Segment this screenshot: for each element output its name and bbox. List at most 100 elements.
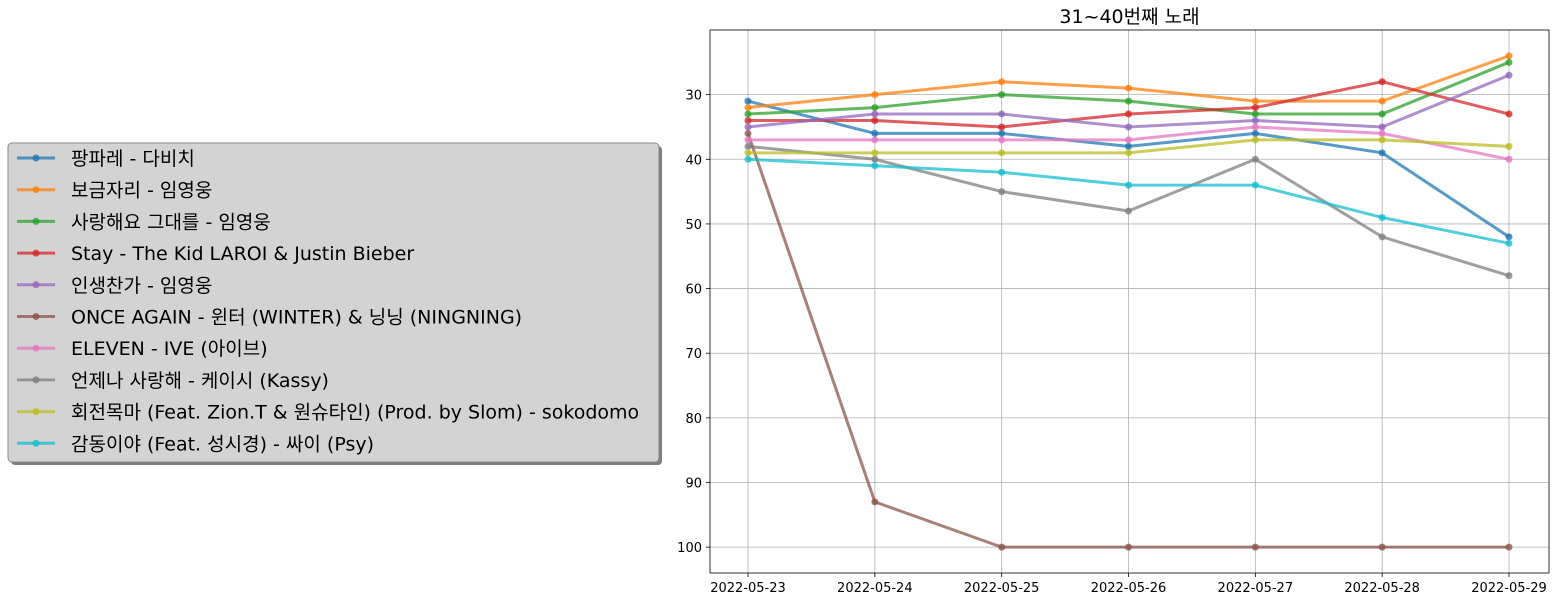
- data-point: [871, 91, 879, 99]
- chart-title: 31~40번째 노래: [1059, 6, 1199, 28]
- data-point: [1505, 142, 1513, 150]
- data-point: [744, 142, 752, 150]
- legend-box: [7, 142, 660, 463]
- data-point: [1505, 272, 1513, 280]
- data-point: [998, 78, 1006, 86]
- legend-marker: [32, 313, 40, 320]
- data-point: [1125, 110, 1132, 118]
- legend-marker: [32, 154, 40, 162]
- data-point: [998, 188, 1006, 196]
- legend-marker: [32, 186, 40, 194]
- data-point: [1505, 110, 1513, 118]
- data-point: [1378, 97, 1386, 105]
- data-point: [998, 91, 1006, 99]
- data-point: [744, 129, 752, 137]
- data-point: [1251, 97, 1259, 105]
- legend-marker: [32, 408, 40, 416]
- data-point: [998, 168, 1006, 176]
- data-point: [1378, 123, 1386, 131]
- data-point: [1251, 543, 1259, 551]
- data-point: [1505, 52, 1513, 60]
- legend-marker: [32, 281, 40, 289]
- y-tick-label: 50: [685, 218, 702, 233]
- data-point: [1505, 71, 1513, 79]
- data-point: [1125, 142, 1132, 150]
- x-tick-label: 2022-05-24: [837, 581, 913, 596]
- legend-marker: [32, 376, 40, 384]
- data-point: [1125, 149, 1132, 157]
- legend-label: Stay - The Kid LAROI & Justin Bieber: [71, 243, 414, 265]
- data-point: [1251, 136, 1259, 144]
- data-point: [998, 543, 1006, 551]
- data-point: [871, 155, 879, 163]
- data-point: [744, 104, 752, 112]
- data-point: [1505, 155, 1513, 163]
- data-point: [1125, 136, 1132, 144]
- legend-label: 사랑해요 그대를 - 임영웅: [71, 211, 271, 233]
- data-point: [1125, 123, 1132, 131]
- legend-label: ONCE AGAIN - 윈터 (WINTER) & 닝닝 (NINGNING): [71, 307, 522, 329]
- data-point: [871, 117, 879, 124]
- data-point: [998, 129, 1006, 137]
- data-point: [1251, 117, 1259, 124]
- data-point: [1505, 233, 1513, 241]
- x-tick-label: 2022-05-27: [1218, 581, 1294, 596]
- legend-label: 언제나 사랑해 - 케이시 (Kassy): [71, 370, 329, 392]
- data-point: [1251, 129, 1259, 137]
- data-point: [871, 149, 879, 157]
- legend-label: 감동이야 (Feat. 성시경) - 싸이 (Psy): [71, 433, 374, 455]
- data-point: [1251, 123, 1259, 131]
- y-tick-label: 100: [677, 541, 702, 556]
- data-point: [744, 97, 752, 105]
- data-point: [1378, 149, 1386, 157]
- data-point: [1378, 129, 1386, 137]
- data-point: [1125, 207, 1132, 215]
- y-tick-label: 80: [685, 412, 702, 427]
- legend-label: ELEVEN - IVE (아이브): [71, 338, 268, 360]
- data-point: [1378, 213, 1386, 221]
- data-point: [1251, 110, 1259, 118]
- legend-label: 회전목마 (Feat. Zion.T & 원슈타인) (Prod. by Slo…: [71, 402, 639, 424]
- y-tick-label: 70: [685, 347, 702, 362]
- data-point: [1251, 104, 1259, 112]
- plot-frame: [709, 29, 1550, 574]
- y-tick-label: 90: [685, 477, 702, 492]
- data-point: [744, 117, 752, 124]
- data-point: [1505, 239, 1513, 247]
- y-tick-label: 30: [685, 89, 702, 104]
- data-point: [1251, 181, 1259, 189]
- data-point: [1378, 136, 1386, 144]
- data-point: [871, 498, 879, 506]
- data-point: [998, 110, 1006, 118]
- legend-label: 인생찬가 - 임영웅: [71, 275, 212, 297]
- legend-marker: [32, 344, 40, 352]
- data-point: [871, 162, 879, 170]
- data-point: [871, 110, 879, 118]
- data-point: [1125, 181, 1132, 189]
- data-point: [871, 104, 879, 112]
- data-point: [998, 123, 1006, 131]
- data-point: [871, 136, 879, 144]
- plot-area: 2022-05-23 2022-05-24 2022-05-25 2022-05-26…: [677, 6, 1550, 596]
- x-tick-label: 2022-05-26: [1091, 581, 1167, 596]
- data-point: [998, 136, 1006, 144]
- y-tick-label: 60: [685, 283, 702, 298]
- data-point: [744, 149, 752, 157]
- data-point: [1378, 543, 1386, 551]
- data-point: [1378, 78, 1386, 86]
- data-point: [1125, 97, 1132, 105]
- data-point: [744, 110, 752, 118]
- data-point: [1378, 233, 1386, 241]
- data-point: [1378, 110, 1386, 118]
- data-point: [1505, 58, 1513, 66]
- legend-marker: [32, 439, 40, 447]
- x-tick-label: 2022-05-29: [1471, 581, 1547, 596]
- data-point: [1505, 543, 1513, 551]
- x-tick-label: 2022-05-28: [1344, 581, 1420, 596]
- data-point: [1251, 155, 1259, 163]
- legend-label: 팡파레 - 다비치: [71, 148, 195, 170]
- data-point: [998, 149, 1006, 157]
- legend-label: 보금자리 - 임영웅: [71, 180, 212, 202]
